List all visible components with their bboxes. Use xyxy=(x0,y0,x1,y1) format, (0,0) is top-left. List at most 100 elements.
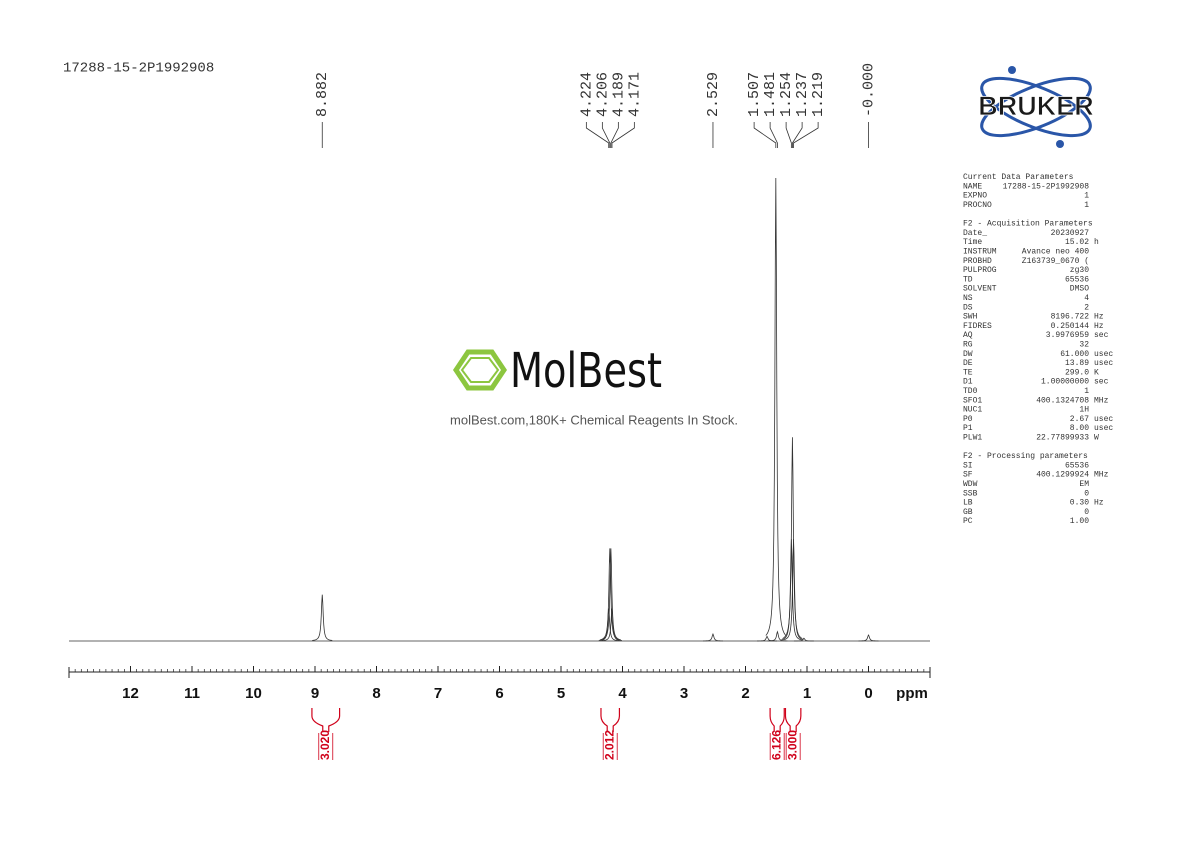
parameter-name: NS xyxy=(963,294,973,303)
parameter-section-title: F2 - Processing parameters xyxy=(963,452,1088,461)
parameter-value: 2.67 xyxy=(1070,415,1089,424)
peak xyxy=(782,437,803,639)
parameter-unit: sec xyxy=(1094,378,1109,387)
parameter-name: LB xyxy=(963,499,973,508)
parameter-value: 17288-15-2P1992908 xyxy=(1003,182,1090,191)
sample-id: 17288-15-2P1992908 xyxy=(63,61,214,77)
logo-orbit xyxy=(980,76,1092,138)
x-tick-label: 4 xyxy=(618,685,627,702)
parameter-name: PC xyxy=(963,517,973,526)
peak-leader xyxy=(585,122,610,148)
parameter-name: GB xyxy=(963,508,973,517)
parameter-unit: MHz xyxy=(1094,396,1109,405)
parameter-value: DMSO xyxy=(1070,285,1089,294)
parameter-value: 1 xyxy=(1084,192,1089,201)
parameter-name: PROBHD xyxy=(963,257,992,266)
parameter-section-title: F2 - Acquisition Parameters xyxy=(963,220,1093,229)
parameter-name: DS xyxy=(963,303,973,312)
parameter-name: SI xyxy=(963,461,973,470)
parameter-value: 20230927 xyxy=(1051,229,1090,238)
x-axis-label: ppm xyxy=(896,685,928,702)
parameter-name: Date_ xyxy=(963,229,987,238)
parameter-name: TD xyxy=(963,275,973,284)
x-tick-label: 3 xyxy=(680,685,688,702)
peak-leader xyxy=(785,122,792,148)
peak-label: 1.481 xyxy=(762,72,779,117)
parameter-name: INSTRUM xyxy=(963,248,997,257)
parameter-name: D1 xyxy=(963,378,973,387)
parameter-value: 15.02 xyxy=(1065,238,1089,247)
integral-label: 2.012 xyxy=(602,730,616,760)
logo-dot xyxy=(1056,140,1064,148)
parameter-name: PLW1 xyxy=(963,434,982,443)
x-tick-label: 9 xyxy=(311,685,319,702)
peak xyxy=(858,634,879,642)
watermark-name: MolBest xyxy=(510,343,662,399)
parameter-name: SF xyxy=(963,471,973,480)
peak-label: 2.529 xyxy=(705,72,722,117)
x-tick-label: 8 xyxy=(372,685,380,702)
peak-label: 4.171 xyxy=(626,72,643,117)
peak xyxy=(601,608,623,642)
parameter-unit: Hz xyxy=(1094,313,1104,322)
integral-bracket xyxy=(784,708,802,732)
parameter-unit: usec xyxy=(1094,415,1113,424)
x-tick-label: 12 xyxy=(122,685,139,702)
parameter-unit: MHz xyxy=(1094,471,1109,480)
peak xyxy=(783,539,804,641)
parameter-unit: K xyxy=(1094,368,1099,377)
parameter-name: NAME xyxy=(963,182,982,191)
peak-label: 4.189 xyxy=(610,72,627,117)
parameter-name: SSB xyxy=(963,489,978,498)
parameter-unit: usec xyxy=(1094,350,1113,359)
x-tick-label: 1 xyxy=(803,685,811,702)
peak-label: 1.219 xyxy=(810,72,827,117)
peak-leader xyxy=(769,122,778,148)
parameter-name: P1 xyxy=(963,424,973,433)
parameter-name: DW xyxy=(963,350,973,359)
integral-label: 3.020 xyxy=(318,730,332,760)
parameter-name: WDW xyxy=(963,480,978,489)
integral-label: 6.126 xyxy=(769,730,783,760)
logo-text: BRUKER xyxy=(978,91,1094,121)
parameter-value: 299.0 xyxy=(1065,368,1089,377)
peak xyxy=(702,633,723,642)
peak xyxy=(757,635,778,642)
peak xyxy=(600,548,621,641)
parameter-name: PROCNO xyxy=(963,201,992,210)
peak xyxy=(312,594,333,641)
parameter-value: EM xyxy=(1079,480,1089,489)
parameter-name: Time xyxy=(963,238,982,247)
peak xyxy=(765,177,787,636)
integral-label: 3.000 xyxy=(785,730,799,760)
parameter-name: PULPROG xyxy=(963,266,997,275)
parameter-value: 65536 xyxy=(1065,275,1089,284)
parameter-value: 61.000 xyxy=(1060,350,1089,359)
parameter-unit: sec xyxy=(1094,331,1109,340)
parameter-value: 400.1299924 xyxy=(1036,471,1089,480)
peak-label: 8.882 xyxy=(314,72,331,117)
parameter-value: 0 xyxy=(1084,489,1089,498)
parameter-name: TD0 xyxy=(963,387,978,396)
peak-label: 1.237 xyxy=(794,72,811,117)
parameter-value: 4 xyxy=(1084,294,1089,303)
x-tick-label: 5 xyxy=(557,685,565,702)
x-tick-label: 6 xyxy=(495,685,503,702)
parameter-unit: Hz xyxy=(1094,322,1104,331)
parameter-value: 0.30 xyxy=(1070,499,1089,508)
parameter-name: SFO1 xyxy=(963,396,982,405)
parameter-value: 1.00 xyxy=(1070,517,1089,526)
parameter-value: zg30 xyxy=(1070,266,1089,275)
peak xyxy=(599,548,620,641)
parameter-value: Z163739_0670 ( xyxy=(1022,257,1089,266)
peak-label: 4.206 xyxy=(594,72,611,117)
peak-label: 4.224 xyxy=(578,72,595,117)
peak xyxy=(793,637,814,642)
parameter-unit: W xyxy=(1094,434,1099,443)
parameter-value: 65536 xyxy=(1065,461,1089,470)
parameter-name: DE xyxy=(963,359,973,368)
integral-bracket xyxy=(600,708,621,732)
peak-leader xyxy=(611,122,635,148)
parameter-unit: usec xyxy=(1094,424,1113,433)
